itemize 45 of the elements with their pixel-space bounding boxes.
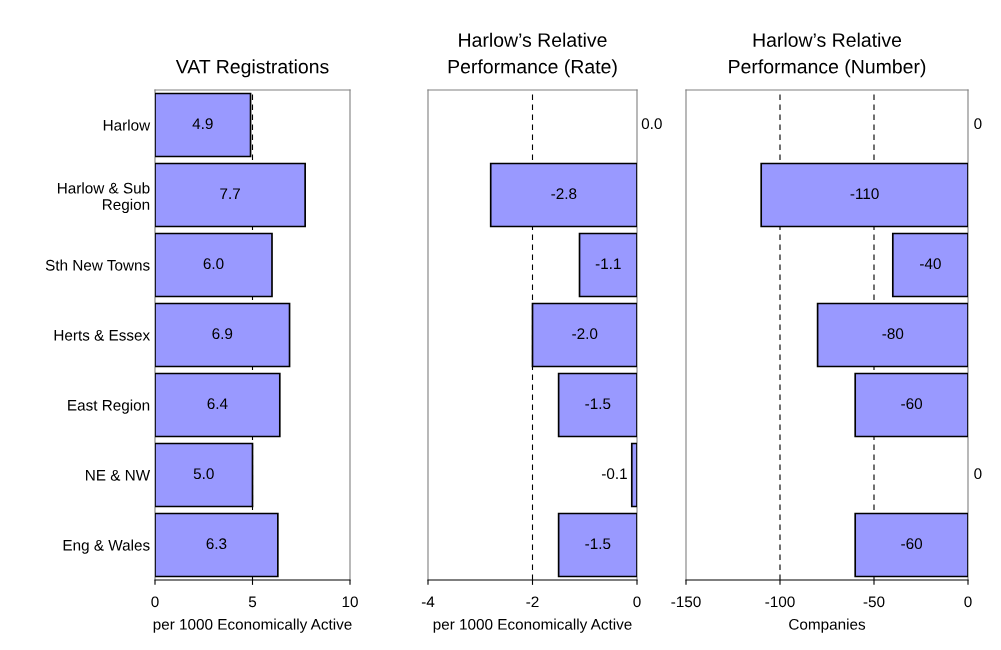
y-tick-label: Harlow & Sub Region xyxy=(57,182,150,214)
x-tick-label: 0 xyxy=(151,596,159,608)
chart-title: VAT Registrations xyxy=(175,59,329,78)
data-label: 5.0 xyxy=(193,468,214,480)
data-label: 0.0 xyxy=(641,118,662,130)
bar xyxy=(155,372,281,438)
data-label: -60 xyxy=(901,538,923,550)
data-label: -2.8 xyxy=(551,188,577,200)
data-label: -0.1 xyxy=(601,468,627,480)
data-label: 6.0 xyxy=(203,258,224,270)
data-label: -110 xyxy=(850,188,879,200)
x-tick-label: -100 xyxy=(765,596,795,608)
x-tick-label: 5 xyxy=(248,596,257,608)
data-label: -1.5 xyxy=(585,398,611,410)
data-label: -2.0 xyxy=(572,328,598,340)
y-tick-label: Herts & Essex xyxy=(54,329,150,341)
data-label: 6.3 xyxy=(206,538,227,550)
y-tick-label: East Region xyxy=(68,399,150,414)
data-label: 6.9 xyxy=(212,328,233,340)
x-axis-title: per 1000 Economically Active xyxy=(433,618,632,633)
data-label: 0 xyxy=(974,468,982,480)
x-axis-title: Companies xyxy=(789,618,866,633)
x-tick-label: -4 xyxy=(421,596,435,608)
data-label: -40 xyxy=(920,258,941,270)
data-label: -1.5 xyxy=(585,538,611,550)
x-tick-label: 0 xyxy=(633,596,641,608)
y-tick-label: Harlow xyxy=(103,119,151,131)
y-tick-label: NE & NW xyxy=(86,469,151,481)
x-tick-label: -2 xyxy=(526,596,539,608)
y-tick-label: Sth New Towns xyxy=(45,259,150,271)
data-label: 7.7 xyxy=(220,188,240,199)
chart-title: Harlow’s Relative Performance (Rate) xyxy=(448,32,617,78)
chart-title: Harlow’s Relative Performance (Number) xyxy=(729,32,926,78)
y-tick-label: Eng & Wales xyxy=(63,539,150,554)
x-tick-label: 0 xyxy=(964,596,972,608)
x-axis-title: per 1000 Economically Active xyxy=(153,618,352,633)
data-label: 6.4 xyxy=(207,398,228,410)
data-label: 4.9 xyxy=(192,118,213,130)
x-tick-label: 10 xyxy=(342,596,358,608)
data-label: -80 xyxy=(882,328,904,340)
x-tick-label: -150 xyxy=(671,596,701,608)
data-label: -1.1 xyxy=(595,258,621,269)
data-label: -60 xyxy=(901,398,923,410)
data-label: 0 xyxy=(974,118,982,130)
x-tick-label: -50 xyxy=(863,596,885,608)
